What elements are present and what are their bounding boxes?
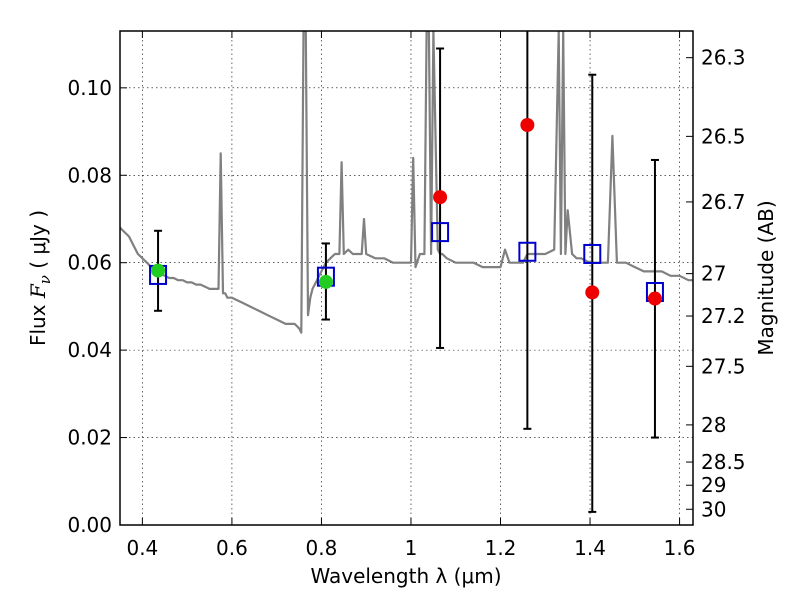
model-flux-box	[431, 222, 450, 243]
y2-tick-label: 29	[701, 473, 726, 497]
y-tick-label: 0.08	[67, 163, 112, 187]
y-axis-label-var: F	[26, 283, 50, 299]
y2-tick-label: 27	[701, 262, 726, 286]
x-tick-label: 1	[405, 536, 418, 560]
spectrum-line	[120, 31, 693, 334]
y-axis-label-sub: ν	[36, 275, 54, 284]
y2-axis-label: Magnitude (AB)	[754, 200, 778, 355]
x-tick-label: 0.4	[126, 536, 158, 560]
detection-point-red	[647, 291, 662, 306]
y2-tick-label: 28.5	[701, 450, 746, 474]
y2-tick-label: 27.2	[701, 304, 746, 328]
axis-ticks	[120, 31, 693, 526]
y2-tick-label: 27.5	[701, 354, 746, 378]
y2-tick-label: 26.5	[701, 124, 746, 148]
x-tick-label: 1.6	[664, 536, 696, 560]
plot-content	[120, 31, 693, 513]
x-tick-label: 0.8	[306, 536, 338, 560]
y2-tick-label: 26.7	[701, 190, 746, 214]
plot-frame	[119, 30, 694, 526]
y-tick-label: 0.06	[67, 251, 112, 275]
x-axis-label: Wavelength λ (μm)	[310, 564, 501, 588]
error-bar	[523, 31, 532, 430]
y-tick-label: 0.10	[67, 76, 112, 100]
model-flux-box	[518, 241, 537, 262]
y-tick-label: 0.04	[67, 338, 112, 362]
y2-tick-label: 26.3	[701, 46, 746, 70]
x-tick-label: 1.4	[574, 536, 606, 560]
axis-labels: 0.4 0.6 0.8 1 1.2 1.4 1.6 0.00 0.02 0.04 0.06 0.08 0…	[67, 46, 745, 560]
y2-tick-label: 28	[701, 413, 726, 437]
y2-tick-label: 30	[701, 497, 726, 521]
detection-point-green	[318, 274, 333, 289]
x-tick-label: 1.2	[485, 536, 517, 560]
y-tick-label: 0.02	[67, 426, 112, 450]
detection-point-red	[433, 190, 448, 205]
detection-point-green	[151, 263, 166, 278]
grid-lines	[120, 31, 693, 526]
detection-point-red	[585, 285, 600, 300]
model-flux-box	[583, 243, 602, 264]
y-tick-label: 0.00	[67, 513, 112, 537]
y-axis-label-prefix: Flux	[26, 298, 50, 346]
y-axis-label: Flux Fν ( μJy )	[26, 210, 54, 346]
y-axis-label-suffix: ( μJy )	[26, 210, 50, 275]
x-tick-label: 0.6	[216, 536, 248, 560]
detection-point-red	[520, 117, 535, 132]
